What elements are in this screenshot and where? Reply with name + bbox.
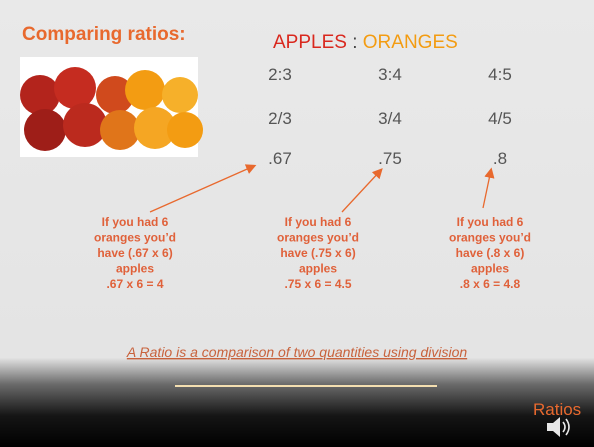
note-line: have (.75 x 6)	[280, 246, 355, 260]
note-line: oranges you’d	[277, 231, 359, 245]
note-line: apples	[471, 262, 509, 276]
note-line: have (.8 x 6)	[456, 246, 525, 260]
ratio: 4:5	[488, 65, 512, 84]
ratio: .8	[493, 149, 507, 168]
definition: A Ratio is a comparison of two quantitie…	[126, 344, 468, 360]
slide: Comparing ratios: APPLES : ORANGES 2:3 3:…	[0, 0, 594, 447]
note-line: If you had 6	[457, 215, 524, 229]
ratio: 4/5	[488, 109, 512, 128]
footer-label: Ratios	[533, 400, 581, 419]
note-line: .67 x 6 = 4	[106, 277, 163, 291]
note-line: have (.67 x 6)	[97, 246, 172, 260]
ratio: 2:3	[268, 65, 292, 84]
note-line: .75 x 6 = 4.5	[284, 277, 351, 291]
fruit-image	[20, 57, 203, 157]
ratio: 3:4	[378, 65, 402, 84]
ratio: 3/4	[378, 109, 402, 128]
note-line: If you had 6	[285, 215, 352, 229]
header-right: ORANGES	[363, 32, 458, 53]
header-separator: :	[352, 32, 357, 53]
note-line: oranges you’d	[449, 231, 531, 245]
title: Comparing ratios:	[22, 24, 186, 45]
ratio: .75	[378, 149, 402, 168]
ratio: .67	[268, 149, 292, 168]
header: APPLES : ORANGES	[273, 32, 458, 53]
note-line: apples	[299, 262, 337, 276]
note-line: .8 x 6 = 4.8	[460, 277, 521, 291]
header-left: APPLES	[273, 32, 347, 53]
ratio: 2/3	[268, 109, 292, 128]
note-line: If you had 6	[102, 215, 169, 229]
note-line: apples	[116, 262, 154, 276]
note-line: oranges you’d	[94, 231, 176, 245]
